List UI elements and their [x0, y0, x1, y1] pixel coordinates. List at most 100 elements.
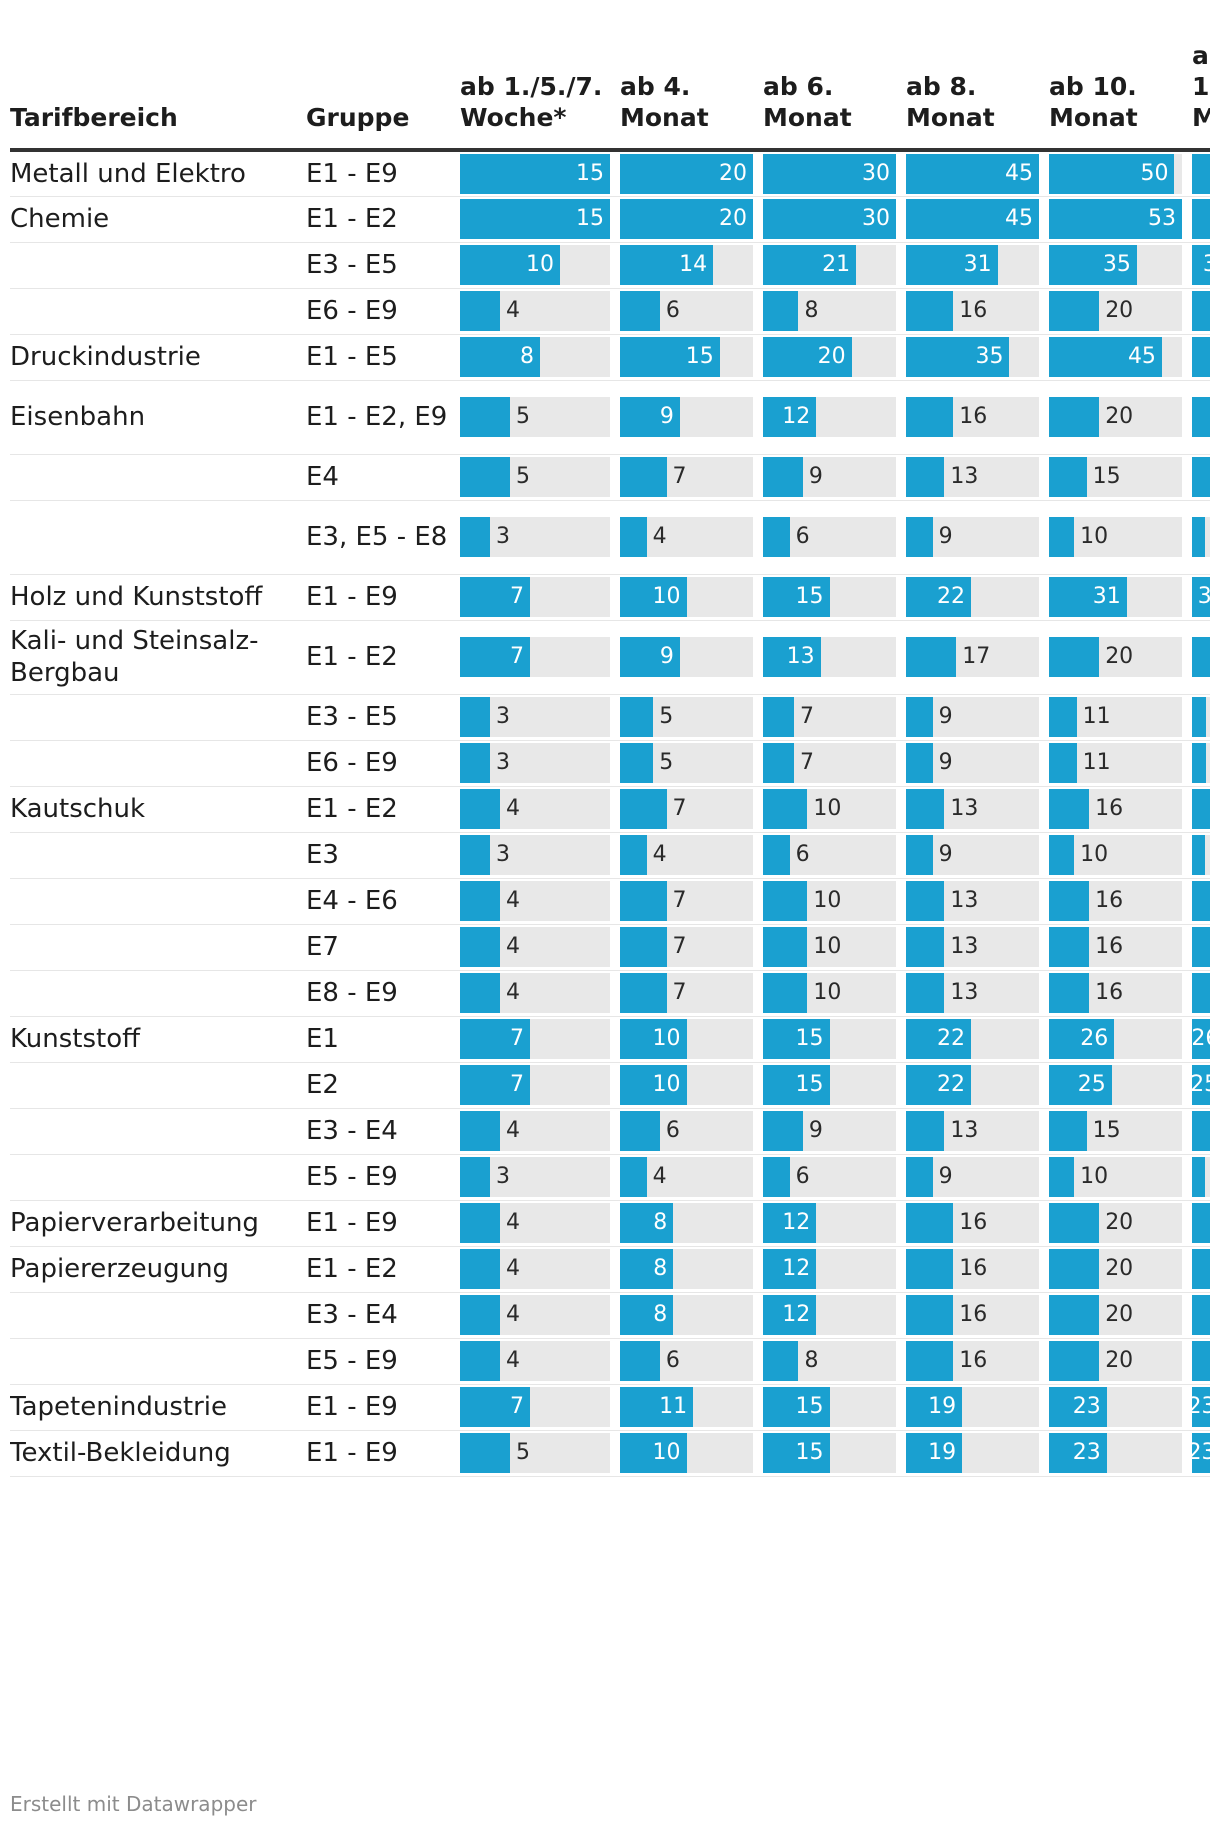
- bar-value-label: 15: [795, 1394, 824, 1419]
- bar-value-label: 10: [526, 252, 554, 277]
- header-period-1[interactable]: ab 4. Monat: [620, 40, 763, 152]
- table-row: E3 3 4 6 9 10 10: [10, 832, 1210, 879]
- cell-bar: 20: [1049, 380, 1192, 455]
- bar-value-label: 7: [672, 888, 687, 913]
- bar-mark: [620, 1295, 674, 1335]
- bar-mark: [620, 577, 687, 617]
- bar-track: 22: [906, 1019, 1039, 1059]
- cell-bar: 53: [1192, 196, 1210, 243]
- bar-track: 4: [620, 1157, 753, 1197]
- bar-track: 6: [763, 517, 896, 557]
- header-period-2[interactable]: ab 6. Monat: [763, 40, 906, 152]
- bar-mark: [763, 881, 808, 921]
- bar-mark: [620, 397, 680, 437]
- bar-mark: [763, 1295, 817, 1335]
- bar-track: 4: [460, 1341, 610, 1381]
- cell-gruppe: E3 - E4: [306, 1108, 460, 1155]
- bar-value-label: 9: [938, 524, 953, 549]
- header-period-5[interactable]: ab 12. Monat: [1192, 40, 1210, 152]
- bar-value-label: 4: [505, 1348, 520, 1373]
- cell-bar: 6: [763, 500, 906, 575]
- bar-mark: [460, 1341, 500, 1381]
- cell-tarifbereich: [10, 694, 306, 741]
- bar-value-label: 45: [1005, 160, 1033, 186]
- bar-track: 10: [1049, 517, 1182, 557]
- table-row: E2 7 10 15 22 25 25: [10, 1062, 1210, 1109]
- cell-bar: 6: [620, 1108, 763, 1155]
- cell-bar: 4: [620, 832, 763, 879]
- bar-mark: [1192, 1387, 1210, 1427]
- bar-track: 22: [906, 1065, 1039, 1105]
- cell-bar: 16: [906, 1292, 1049, 1339]
- bar-mark: [620, 1065, 687, 1105]
- bar-value-label: 4: [505, 796, 520, 821]
- bar-track: 8: [620, 1249, 753, 1289]
- cell-bar: 20: [1049, 1246, 1192, 1293]
- header-tarifbereich[interactable]: Tarifbereich: [10, 40, 306, 152]
- bar-mark: [1192, 1157, 1205, 1197]
- bar-value-label: 3: [496, 750, 510, 775]
- cell-bar: 10: [763, 786, 906, 833]
- cell-bar: 16: [906, 1200, 1049, 1247]
- cell-bar: 3: [460, 500, 620, 575]
- bar-value-label: 19: [928, 1440, 957, 1465]
- bar-track: 20: [1049, 397, 1182, 437]
- bar-mark: [1192, 577, 1210, 617]
- bar-mark: [460, 291, 500, 331]
- header-period-4[interactable]: ab 10. Monat: [1049, 40, 1192, 152]
- bar-track: 23: [1049, 1433, 1182, 1473]
- cell-tarifbereich: Chemie: [10, 196, 306, 243]
- bar-value-label: 30: [862, 160, 890, 186]
- bar-mark: [1192, 927, 1210, 967]
- bar-track: 10: [1192, 1157, 1210, 1197]
- cell-gruppe: E1 - E9: [306, 1200, 460, 1247]
- bar-track: 10: [763, 927, 896, 967]
- bar-mark: [1049, 337, 1162, 377]
- cell-gruppe: E1 - E9: [306, 574, 460, 621]
- bar-value-label: 5: [515, 464, 530, 489]
- bar-track: 16: [906, 1203, 1039, 1243]
- cell-bar: 3: [460, 740, 620, 787]
- bar-mark: [460, 245, 560, 285]
- bar-track: 10: [620, 1433, 753, 1473]
- bar-track: 6: [763, 1157, 896, 1197]
- bar-track: 4: [460, 927, 610, 967]
- cell-bar: 10: [620, 1016, 763, 1063]
- bar-track: 30: [763, 199, 896, 239]
- bar-track: 13: [906, 457, 1039, 497]
- bar-track: 12: [763, 1295, 896, 1335]
- cell-bar: 26: [1049, 1016, 1192, 1063]
- bar-value-label: 6: [665, 1348, 680, 1373]
- bar-track: 16: [906, 1249, 1039, 1289]
- bar-mark: [906, 291, 954, 331]
- bar-mark: [1192, 1341, 1210, 1381]
- cell-tarifbereich: [10, 242, 306, 289]
- cell-bar: 20: [1192, 288, 1210, 335]
- cell-bar: 3: [460, 694, 620, 741]
- bar-mark: [460, 1249, 500, 1289]
- bar-mark: [1192, 835, 1205, 875]
- cell-bar: 45: [906, 150, 1049, 197]
- bar-track: 13: [906, 881, 1039, 921]
- bar-track: 5: [460, 397, 610, 437]
- cell-gruppe: E1 - E9: [306, 150, 460, 197]
- cell-bar: 25: [1049, 1062, 1192, 1109]
- bar-value-label: 4: [505, 1302, 520, 1327]
- bar-value-label: 14: [679, 252, 708, 277]
- bar-value-label: 7: [672, 980, 687, 1005]
- header-gruppe[interactable]: Gruppe: [306, 40, 460, 152]
- bar-value-label: 10: [813, 934, 842, 959]
- bar-mark: [906, 1065, 972, 1105]
- bar-track: 4: [460, 1249, 610, 1289]
- bar-value-label: 5: [659, 704, 674, 729]
- bar-mark: [763, 835, 790, 875]
- bar-mark: [1049, 927, 1090, 967]
- bar-mark: [763, 199, 896, 239]
- header-period-0[interactable]: ab 1./5./7. Woche*: [460, 40, 620, 152]
- header-period-3[interactable]: ab 8. Monat: [906, 40, 1049, 152]
- cell-bar: 16: [1192, 924, 1210, 971]
- bar-mark: [906, 1203, 954, 1243]
- cell-bar: 11: [620, 1384, 763, 1431]
- cell-tarifbereich: Eisenbahn: [10, 380, 306, 455]
